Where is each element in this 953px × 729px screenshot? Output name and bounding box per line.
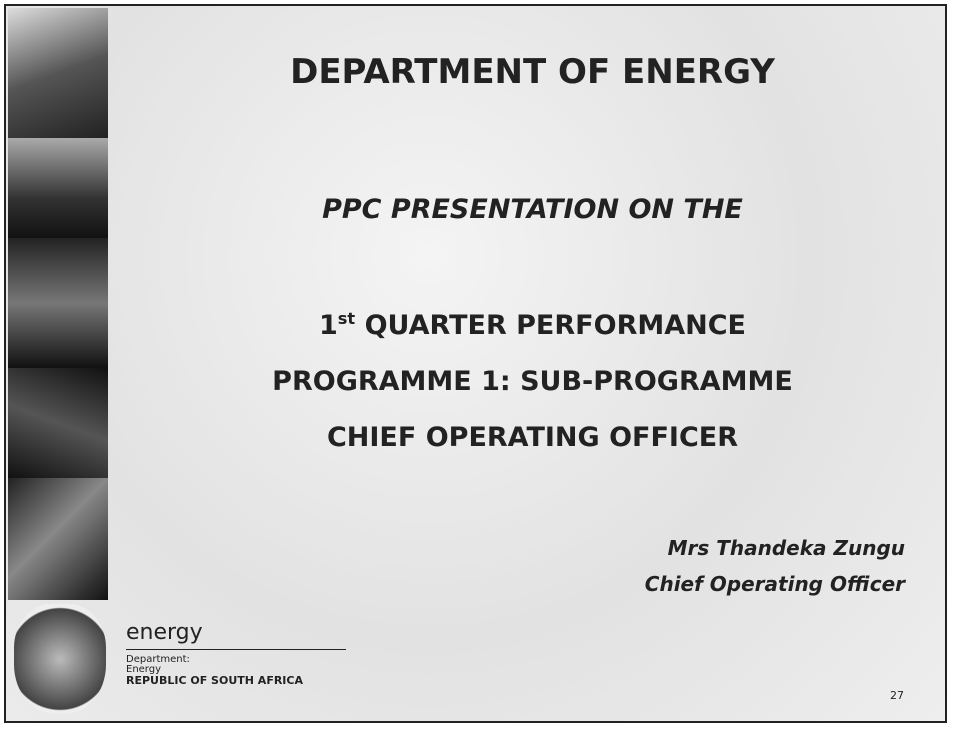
photo-panel: [8, 478, 108, 600]
photo-panel: [8, 138, 108, 238]
text: 1: [319, 310, 338, 341]
logo-rule: [126, 649, 346, 650]
heading-line: PROGRAMME 1: SUB-PROGRAMME: [272, 366, 793, 397]
photo-panel: [8, 368, 108, 478]
slide: DEPARTMENT OF ENERGY PPC PRESENTATION ON…: [4, 4, 947, 723]
photo-panel: [8, 238, 108, 368]
presenter-name: Mrs Thandeka Zungu: [667, 536, 905, 560]
heading-line: CHIEF OPERATING OFFICER: [326, 422, 739, 453]
presenter-role: Chief Operating Officer: [644, 572, 905, 596]
heading-line: 1st QUARTER PERFORMANCE: [116, 309, 945, 341]
logo-text: Department:: [126, 654, 190, 665]
logo-text: Energy: [126, 664, 162, 675]
subtitle: PPC PRESENTATION ON THE: [322, 194, 743, 225]
logo-text: REPUBLIC OF SOUTH AFRICA: [126, 674, 303, 687]
page-number: 27: [890, 689, 904, 702]
title: DEPARTMENT OF ENERGY: [290, 52, 775, 92]
superscript: st: [337, 309, 356, 328]
photo-panel: [8, 8, 108, 138]
logo-wordmark: energy: [126, 620, 203, 645]
text: QUARTER PERFORMANCE: [355, 310, 746, 341]
coat-of-arms: [14, 604, 106, 714]
